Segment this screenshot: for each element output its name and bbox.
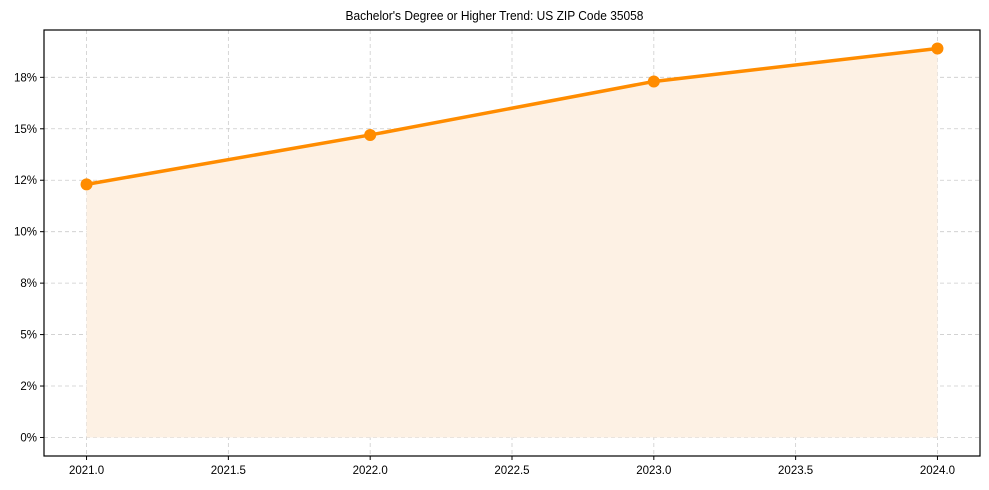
x-tick-label: 2022.0	[353, 465, 388, 477]
y-tick-label: 5%	[20, 330, 37, 342]
y-axis: 0% 2% 5% 8% 10% 12% 15% 18%	[14, 72, 44, 444]
area-fill	[86, 48, 938, 438]
y-tick-label: 10%	[14, 227, 37, 239]
y-tick-label: 2%	[20, 381, 37, 393]
x-axis: 2021.0 2021.5 2022.0 2022.5 2023.0 2023.5 2024…	[69, 456, 955, 477]
x-tick-label: 2021.5	[211, 465, 246, 477]
data-points	[80, 42, 944, 191]
data-point-marker	[647, 75, 660, 88]
y-tick-label: 8%	[20, 278, 37, 290]
data-line	[86, 46, 938, 187]
area-fill-shape	[86, 48, 938, 438]
x-tick-label: 2023.0	[636, 465, 671, 477]
chart-title: Bachelor's Degree or Higher Trend: US ZI…	[345, 8, 644, 23]
y-tick-label: 0%	[20, 432, 37, 444]
x-tick-label: 2023.5	[778, 465, 813, 477]
y-tick-label: 18%	[14, 72, 37, 84]
x-tick-label: 2021.0	[69, 465, 104, 477]
x-tick-label: 2022.5	[494, 465, 529, 477]
series-line	[86, 46, 938, 187]
y-tick-label: 12%	[14, 175, 37, 187]
data-point-marker	[80, 178, 93, 191]
data-point-marker	[364, 128, 377, 141]
y-tick-label: 15%	[14, 124, 37, 136]
x-tick-label: 2024.0	[920, 465, 955, 477]
data-point-marker	[931, 42, 944, 55]
